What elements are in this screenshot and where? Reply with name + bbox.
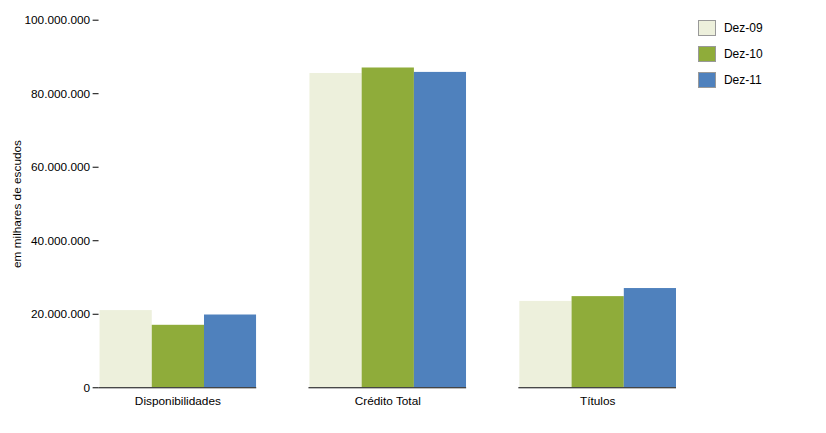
html-text:Dez-11: Dez-11 (723, 73, 762, 87)
html-text:Dez-09: Dez-09 (723, 21, 763, 35)
svg-text:em milhares de escudos: em milhares de escudos (10, 140, 24, 268)
svg-text:60.000.000: 60.000.000 (31, 160, 91, 174)
svg-text:80.000.000: 80.000.000 (31, 87, 91, 101)
svg-text:40.000.000: 40.000.000 (31, 234, 91, 248)
html-text:Dez-10: Dez-10 (723, 47, 763, 61)
svg-text:Títulos: Títulos (580, 394, 616, 408)
svg-text:Crédito Total: Crédito Total (355, 394, 421, 408)
svg-text:100.000.000: 100.000.000 (24, 13, 90, 27)
svg-text:Disponibilidades: Disponibilidades (135, 394, 221, 408)
svg-text:0: 0 (84, 381, 91, 395)
svg-text:20.000.000: 20.000.000 (31, 307, 91, 321)
